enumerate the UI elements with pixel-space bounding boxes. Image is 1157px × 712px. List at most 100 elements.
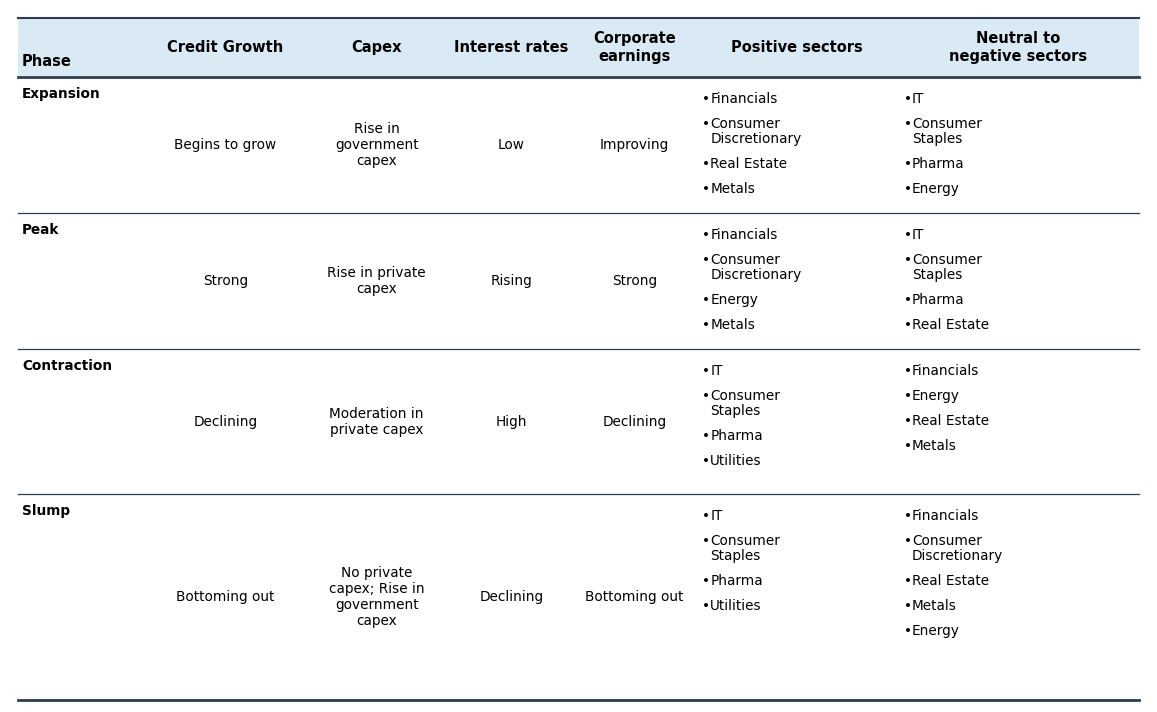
Text: •: • (702, 293, 710, 307)
Text: •: • (904, 318, 912, 333)
Text: Discretionary: Discretionary (710, 268, 802, 282)
Text: •: • (702, 228, 710, 242)
Text: High: High (495, 414, 526, 429)
Text: •: • (904, 117, 912, 131)
Text: Pharma: Pharma (912, 157, 965, 172)
Text: Metals: Metals (710, 318, 756, 333)
Text: Declining: Declining (193, 414, 258, 429)
Text: •: • (702, 454, 710, 468)
Text: Declining: Declining (479, 590, 544, 604)
Text: •: • (702, 93, 710, 106)
Text: Rise in
government
capex: Rise in government capex (334, 122, 419, 169)
Text: •: • (904, 439, 912, 453)
FancyBboxPatch shape (19, 18, 1138, 78)
Text: Slump: Slump (22, 504, 71, 518)
Text: IT: IT (710, 364, 723, 378)
Text: Pharma: Pharma (710, 429, 762, 443)
Text: Real Estate: Real Estate (912, 318, 989, 333)
Text: Rising: Rising (491, 274, 532, 288)
Text: IT: IT (912, 228, 924, 242)
Text: Energy: Energy (912, 624, 960, 639)
Text: •: • (702, 182, 710, 197)
Text: Energy: Energy (912, 389, 960, 403)
Text: Consumer: Consumer (710, 253, 780, 267)
Text: •: • (904, 293, 912, 307)
Text: •: • (702, 575, 710, 588)
Text: Moderation in
private capex: Moderation in private capex (330, 407, 423, 436)
Text: •: • (702, 429, 710, 443)
Text: •: • (702, 253, 710, 267)
Text: Pharma: Pharma (912, 293, 965, 307)
Text: •: • (904, 182, 912, 197)
Text: •: • (904, 509, 912, 523)
Text: Real Estate: Real Estate (710, 157, 787, 172)
Text: Real Estate: Real Estate (912, 414, 989, 428)
Text: •: • (904, 228, 912, 242)
Text: •: • (904, 389, 912, 403)
Text: Consumer: Consumer (710, 535, 780, 548)
Text: Pharma: Pharma (710, 575, 762, 588)
Text: Metals: Metals (912, 600, 957, 613)
Text: Rise in private
capex: Rise in private capex (327, 266, 426, 296)
Text: IT: IT (710, 509, 723, 523)
Text: Improving: Improving (600, 138, 669, 152)
Text: •: • (702, 600, 710, 613)
Text: Peak: Peak (22, 223, 59, 237)
Text: •: • (904, 414, 912, 428)
Text: Consumer: Consumer (710, 389, 780, 403)
Text: Neutral to
negative sectors: Neutral to negative sectors (950, 31, 1088, 64)
Text: IT: IT (912, 93, 924, 106)
Text: Staples: Staples (912, 268, 963, 282)
Text: Financials: Financials (710, 93, 778, 106)
Text: Bottoming out: Bottoming out (585, 590, 684, 604)
Text: Real Estate: Real Estate (912, 575, 989, 588)
Text: Discretionary: Discretionary (710, 132, 802, 146)
Text: •: • (702, 509, 710, 523)
Text: •: • (702, 157, 710, 172)
Text: •: • (702, 117, 710, 131)
Text: Financials: Financials (912, 509, 979, 523)
Text: •: • (904, 253, 912, 267)
Text: Strong: Strong (202, 274, 248, 288)
Text: •: • (904, 535, 912, 548)
Text: •: • (904, 364, 912, 378)
Text: Energy: Energy (912, 182, 960, 197)
Text: Metals: Metals (710, 182, 756, 197)
Text: Contraction: Contraction (22, 359, 112, 373)
Text: •: • (702, 389, 710, 403)
Text: Credit Growth: Credit Growth (168, 40, 283, 55)
Text: Capex: Capex (352, 40, 401, 55)
Text: Declining: Declining (603, 414, 666, 429)
Text: •: • (702, 535, 710, 548)
Text: Phase: Phase (22, 54, 72, 69)
Text: •: • (904, 575, 912, 588)
Text: Bottoming out: Bottoming out (176, 590, 274, 604)
Text: •: • (904, 600, 912, 613)
Text: Consumer: Consumer (912, 535, 982, 548)
Text: •: • (702, 318, 710, 333)
Text: Consumer: Consumer (912, 253, 982, 267)
Text: Staples: Staples (912, 132, 963, 146)
Text: Consumer: Consumer (710, 117, 780, 131)
Text: Utilities: Utilities (710, 600, 761, 613)
Text: •: • (702, 364, 710, 378)
Text: Staples: Staples (710, 549, 760, 563)
Text: Utilities: Utilities (710, 454, 761, 468)
Text: Positive sectors: Positive sectors (731, 40, 863, 55)
Text: Interest rates: Interest rates (454, 40, 568, 55)
Text: Energy: Energy (710, 293, 758, 307)
Text: Corporate
earnings: Corporate earnings (594, 31, 676, 64)
Text: No private
capex; Rise in
government
capex: No private capex; Rise in government cap… (329, 566, 425, 629)
Text: •: • (904, 93, 912, 106)
Text: Discretionary: Discretionary (912, 549, 1003, 563)
Text: Staples: Staples (710, 404, 760, 418)
Text: Financials: Financials (710, 228, 778, 242)
Text: Metals: Metals (912, 439, 957, 453)
Text: •: • (904, 157, 912, 172)
Text: Financials: Financials (912, 364, 979, 378)
Text: •: • (904, 624, 912, 639)
Text: Strong: Strong (612, 274, 657, 288)
Text: Begins to grow: Begins to grow (175, 138, 277, 152)
Text: Consumer: Consumer (912, 117, 982, 131)
Text: Expansion: Expansion (22, 88, 101, 101)
